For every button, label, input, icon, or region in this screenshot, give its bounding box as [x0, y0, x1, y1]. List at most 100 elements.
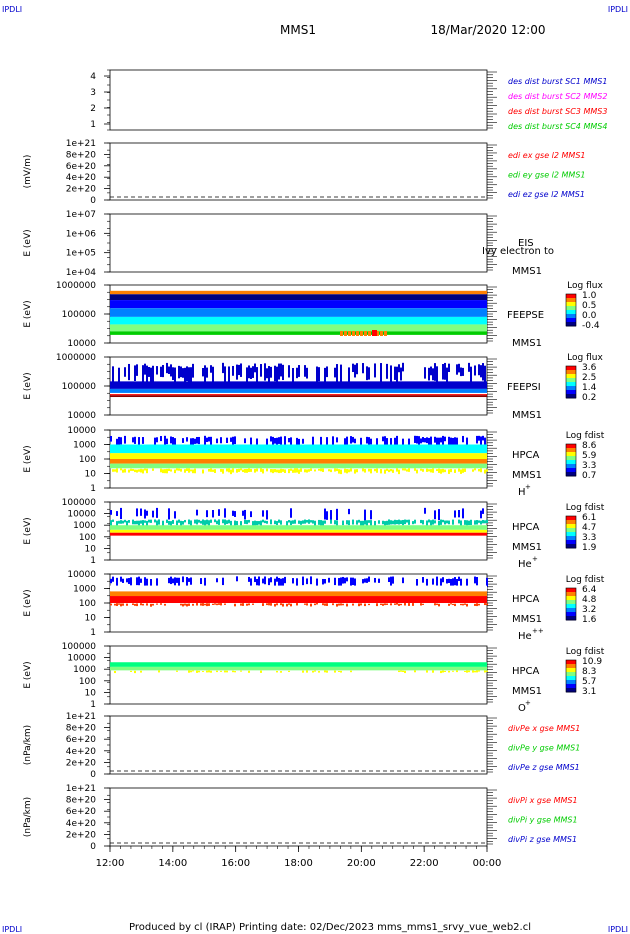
spectrogram-speckle — [232, 436, 234, 447]
spectrogram-speckle — [436, 603, 438, 605]
spectrogram-speckle — [226, 520, 228, 524]
spectrogram-hotspot — [348, 331, 351, 336]
spectrogram-speckle — [468, 670, 470, 673]
spectrogram-speckle — [454, 577, 456, 586]
spectrogram-speckle — [276, 576, 278, 582]
spectrogram-speckle — [380, 603, 382, 606]
spectrogram-band — [110, 453, 487, 459]
y-tick-label: 10 — [85, 688, 97, 698]
spectrogram-hotspot — [368, 331, 371, 336]
spectrogram-speckle — [156, 603, 158, 605]
spectrogram-speckle — [330, 519, 332, 524]
spectrogram-speckle — [120, 468, 122, 471]
spectrogram-speckle — [110, 578, 112, 584]
spectrogram-speckle — [152, 365, 154, 383]
colorbar-tick-label: 1.6 — [582, 615, 597, 625]
spectrogram-speckle — [266, 438, 268, 450]
spectrogram-speckle — [260, 364, 262, 377]
spectrogram-speckle — [146, 468, 148, 474]
spectrogram-speckle — [394, 437, 396, 445]
spectrogram-speckle — [336, 603, 338, 607]
spectrogram-speckle — [122, 578, 124, 583]
spectrogram-speckle — [298, 365, 300, 377]
spectrogram-speckle — [150, 603, 152, 607]
spectrogram-speckle — [182, 438, 184, 443]
spectrogram-speckle — [408, 519, 410, 525]
spectrogram-speckle — [174, 577, 176, 586]
spectrogram-speckle — [274, 520, 276, 525]
spectrogram-speckle — [448, 603, 450, 606]
spectrogram-speckle — [368, 437, 370, 447]
spectrogram-speckle — [200, 578, 202, 585]
y-tick-label: 100000 — [62, 382, 97, 392]
time-tick-label: 14:00 — [158, 858, 187, 869]
spectrogram-speckle — [364, 520, 366, 525]
spectrogram-speckle — [414, 435, 416, 443]
spectrogram-speckle — [452, 519, 454, 525]
spectrogram-speckle — [360, 520, 362, 526]
spectrogram-speckle — [436, 576, 438, 586]
legend-entry: edi ez gse l2 MMS1 — [508, 190, 585, 199]
spectrogram-speckle — [332, 603, 334, 606]
spectrogram-speckle — [358, 603, 360, 607]
spectrogram-speckle — [122, 603, 124, 606]
colorbar-title: Log fdist — [566, 431, 605, 441]
colorbar-frame — [565, 587, 577, 621]
colorbar-segment — [566, 604, 576, 609]
spectrogram-hotspot — [364, 331, 367, 336]
spectrogram-speckle — [462, 508, 464, 519]
spectrogram-speckle — [178, 365, 180, 379]
spectrogram-speckle — [306, 670, 308, 673]
y-tick-label: 6e+20 — [66, 735, 97, 745]
spectrogram-speckle — [306, 367, 308, 379]
spectrogram-speckle — [166, 362, 168, 374]
spectrogram-speckle — [452, 437, 454, 448]
spectrogram-speckle — [476, 520, 478, 525]
spectrogram-band — [110, 316, 487, 325]
spectrogram-speckle — [110, 520, 112, 526]
spectrogram-speckle — [218, 603, 220, 605]
spectrogram-speckle — [280, 363, 282, 377]
spectrogram-speckle — [190, 670, 192, 673]
y-axis-label: (nPa/km) — [23, 797, 33, 837]
spectrogram-speckle — [326, 366, 328, 378]
spectrogram-speckle — [118, 520, 120, 524]
spectrogram-speckle — [382, 520, 384, 525]
spectrogram-speckle — [424, 367, 426, 379]
spectrogram-speckle — [438, 509, 440, 521]
spectrogram-speckle — [194, 519, 196, 524]
spectrogram-speckle — [234, 603, 236, 607]
spectrogram-speckle — [368, 520, 370, 523]
colorbar-tick-label: 3.3 — [582, 533, 596, 543]
spectrogram-speckle — [446, 578, 448, 584]
spectrogram-speckle — [188, 670, 190, 673]
spectrogram-speckle — [422, 603, 424, 605]
spectrogram-speckle — [456, 670, 458, 673]
instrument-label: HPCA — [512, 450, 540, 461]
spectrogram-speckle — [244, 509, 246, 520]
spectrogram-speckle — [456, 578, 458, 587]
spectrogram-speckle — [240, 670, 242, 672]
spectrogram-speckle — [160, 366, 162, 377]
spectrogram-speckle — [346, 577, 348, 582]
spectrogram-speckle — [202, 469, 204, 474]
spectrogram-speckle — [486, 603, 488, 606]
spectrogram-speckle — [192, 438, 194, 446]
spectrogram-speckle — [136, 469, 138, 473]
spectrogram-speckle — [354, 438, 356, 444]
colorbar-segment — [566, 544, 576, 549]
spectrogram-speckle — [202, 368, 204, 377]
y-axis-label: E (eV) — [23, 300, 33, 327]
spectrogram-speckle — [188, 367, 190, 383]
spectrogram-speckle — [398, 364, 400, 373]
spectrogram-speckle — [350, 436, 352, 444]
spectrogram-speckle — [200, 603, 202, 606]
colorbar-tick-label: 8.6 — [582, 441, 597, 451]
spectrogram-speckle — [408, 468, 410, 472]
spectrogram-band — [110, 290, 487, 295]
spectrogram-speckle — [480, 520, 482, 525]
y-tick-label: 10000 — [67, 411, 96, 421]
y-tick-label: 1000 — [73, 585, 96, 595]
spectrogram-speckle — [374, 520, 376, 527]
spectrogram-speckle — [164, 603, 166, 606]
